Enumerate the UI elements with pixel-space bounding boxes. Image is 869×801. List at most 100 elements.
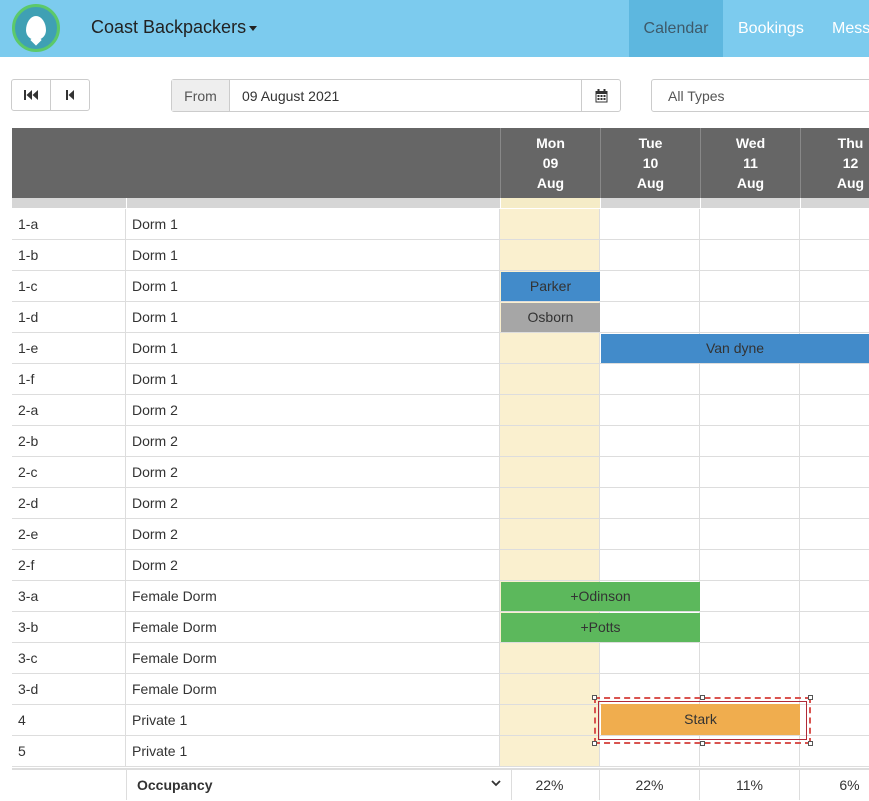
day-cell[interactable]	[600, 426, 700, 456]
day-cell[interactable]	[700, 581, 800, 611]
day-cell[interactable]	[800, 457, 869, 487]
room-row: 1-c Dorm 1	[12, 271, 869, 302]
day-cell[interactable]	[800, 240, 869, 270]
day-cell[interactable]	[500, 488, 600, 518]
property-name: Coast Backpackers	[91, 17, 247, 37]
day-cell[interactable]	[700, 364, 800, 394]
day-cell[interactable]	[700, 271, 800, 301]
occupancy-select[interactable]: Occupancy	[126, 770, 512, 800]
day-cell[interactable]	[500, 457, 600, 487]
day-cell[interactable]	[700, 209, 800, 239]
day-cell[interactable]	[500, 705, 600, 735]
booking-bar[interactable]: Parker	[501, 272, 600, 301]
day-cell[interactable]	[800, 302, 869, 332]
day-cell[interactable]	[500, 209, 600, 239]
day-cell[interactable]	[600, 240, 700, 270]
day-cell[interactable]	[600, 457, 700, 487]
day-cell[interactable]	[600, 519, 700, 549]
day-cell[interactable]	[500, 395, 600, 425]
room-type: Dorm 2	[126, 426, 500, 456]
day-cell[interactable]	[500, 333, 600, 363]
day-cell[interactable]	[600, 488, 700, 518]
day-cell[interactable]	[500, 736, 600, 766]
previous-button[interactable]	[50, 80, 89, 110]
resize-handle[interactable]	[808, 741, 813, 746]
day-cell[interactable]	[500, 550, 600, 580]
day-cell[interactable]	[600, 550, 700, 580]
day-cell[interactable]	[500, 519, 600, 549]
day-cell[interactable]	[800, 612, 869, 642]
day-cell[interactable]	[800, 519, 869, 549]
day-header-dow: Thu	[837, 135, 864, 151]
day-cell[interactable]	[700, 612, 800, 642]
from-date-picker: From 09 August 2021	[171, 79, 621, 112]
date-nav-buttons	[11, 79, 90, 111]
day-cell[interactable]	[600, 395, 700, 425]
room-number: 5	[12, 736, 126, 766]
resize-handle[interactable]	[592, 695, 597, 700]
day-cell[interactable]	[800, 271, 869, 301]
day-cell[interactable]	[800, 364, 869, 394]
booking-bar[interactable]: Van dyne	[601, 334, 869, 363]
day-cell[interactable]	[800, 426, 869, 456]
day-cell[interactable]	[700, 240, 800, 270]
day-header[interactable]: Wed 11 Aug	[700, 128, 800, 198]
day-cell[interactable]	[800, 643, 869, 673]
room-row: 3-c Female Dorm	[12, 643, 869, 674]
day-cell[interactable]	[800, 488, 869, 518]
day-cell[interactable]	[700, 643, 800, 673]
day-cell[interactable]	[600, 674, 700, 704]
first-page-button[interactable]	[12, 80, 50, 110]
from-date-input[interactable]: 09 August 2021	[242, 87, 340, 104]
day-header[interactable]: Tue 10 Aug	[600, 128, 700, 198]
fast-backward-icon	[24, 90, 38, 100]
tab-messages[interactable]: Mess	[832, 20, 869, 37]
day-cell[interactable]	[700, 674, 800, 704]
day-cell[interactable]	[500, 426, 600, 456]
day-cell[interactable]	[700, 550, 800, 580]
resize-handle[interactable]	[592, 741, 597, 746]
day-cell[interactable]	[600, 643, 700, 673]
property-switcher[interactable]: Coast Backpackers	[91, 17, 258, 38]
brand-logo[interactable]	[12, 4, 60, 52]
day-cell[interactable]	[500, 240, 600, 270]
room-type-select[interactable]: All Types	[651, 79, 869, 112]
day-header[interactable]: Mon 09 Aug	[500, 128, 600, 198]
day-cell[interactable]	[700, 426, 800, 456]
room-row: 1-b Dorm 1	[12, 240, 869, 271]
resize-handle[interactable]	[700, 695, 705, 700]
tab-calendar[interactable]: Calendar	[629, 0, 723, 57]
day-cell[interactable]	[500, 674, 600, 704]
resize-handle[interactable]	[808, 695, 813, 700]
booking-bar[interactable]: Osborn	[501, 303, 600, 332]
booking-selection-outline[interactable]	[592, 695, 813, 746]
day-cell[interactable]	[700, 302, 800, 332]
day-cell[interactable]	[500, 364, 600, 394]
day-cell[interactable]	[500, 643, 600, 673]
day-cell[interactable]	[800, 209, 869, 239]
day-cell[interactable]	[700, 736, 800, 766]
day-header-dow: Wed	[735, 135, 766, 151]
booking-bar[interactable]: +Odinson	[501, 582, 700, 611]
day-cell[interactable]	[600, 302, 700, 332]
day-cell[interactable]	[700, 519, 800, 549]
day-cell[interactable]	[700, 395, 800, 425]
day-header[interactable]: Thu 12 Aug	[800, 128, 869, 198]
day-cell[interactable]	[600, 364, 700, 394]
booking-bar[interactable]: +Potts	[501, 613, 700, 642]
day-cell[interactable]	[800, 581, 869, 611]
day-cell[interactable]	[600, 271, 700, 301]
day-cell[interactable]	[800, 550, 869, 580]
day-cell[interactable]	[600, 736, 700, 766]
day-cell[interactable]	[800, 395, 869, 425]
day-header-date: 11	[743, 155, 758, 171]
resize-handle[interactable]	[700, 741, 705, 746]
tab-bookings[interactable]: Bookings	[738, 20, 804, 37]
day-cell[interactable]	[700, 457, 800, 487]
booking-bar[interactable]: Stark	[601, 704, 800, 735]
day-header-date: 12	[842, 155, 859, 171]
day-cell[interactable]	[600, 209, 700, 239]
calendar-button[interactable]	[581, 80, 620, 111]
day-cell[interactable]	[700, 488, 800, 518]
caret-down-icon	[249, 25, 258, 31]
